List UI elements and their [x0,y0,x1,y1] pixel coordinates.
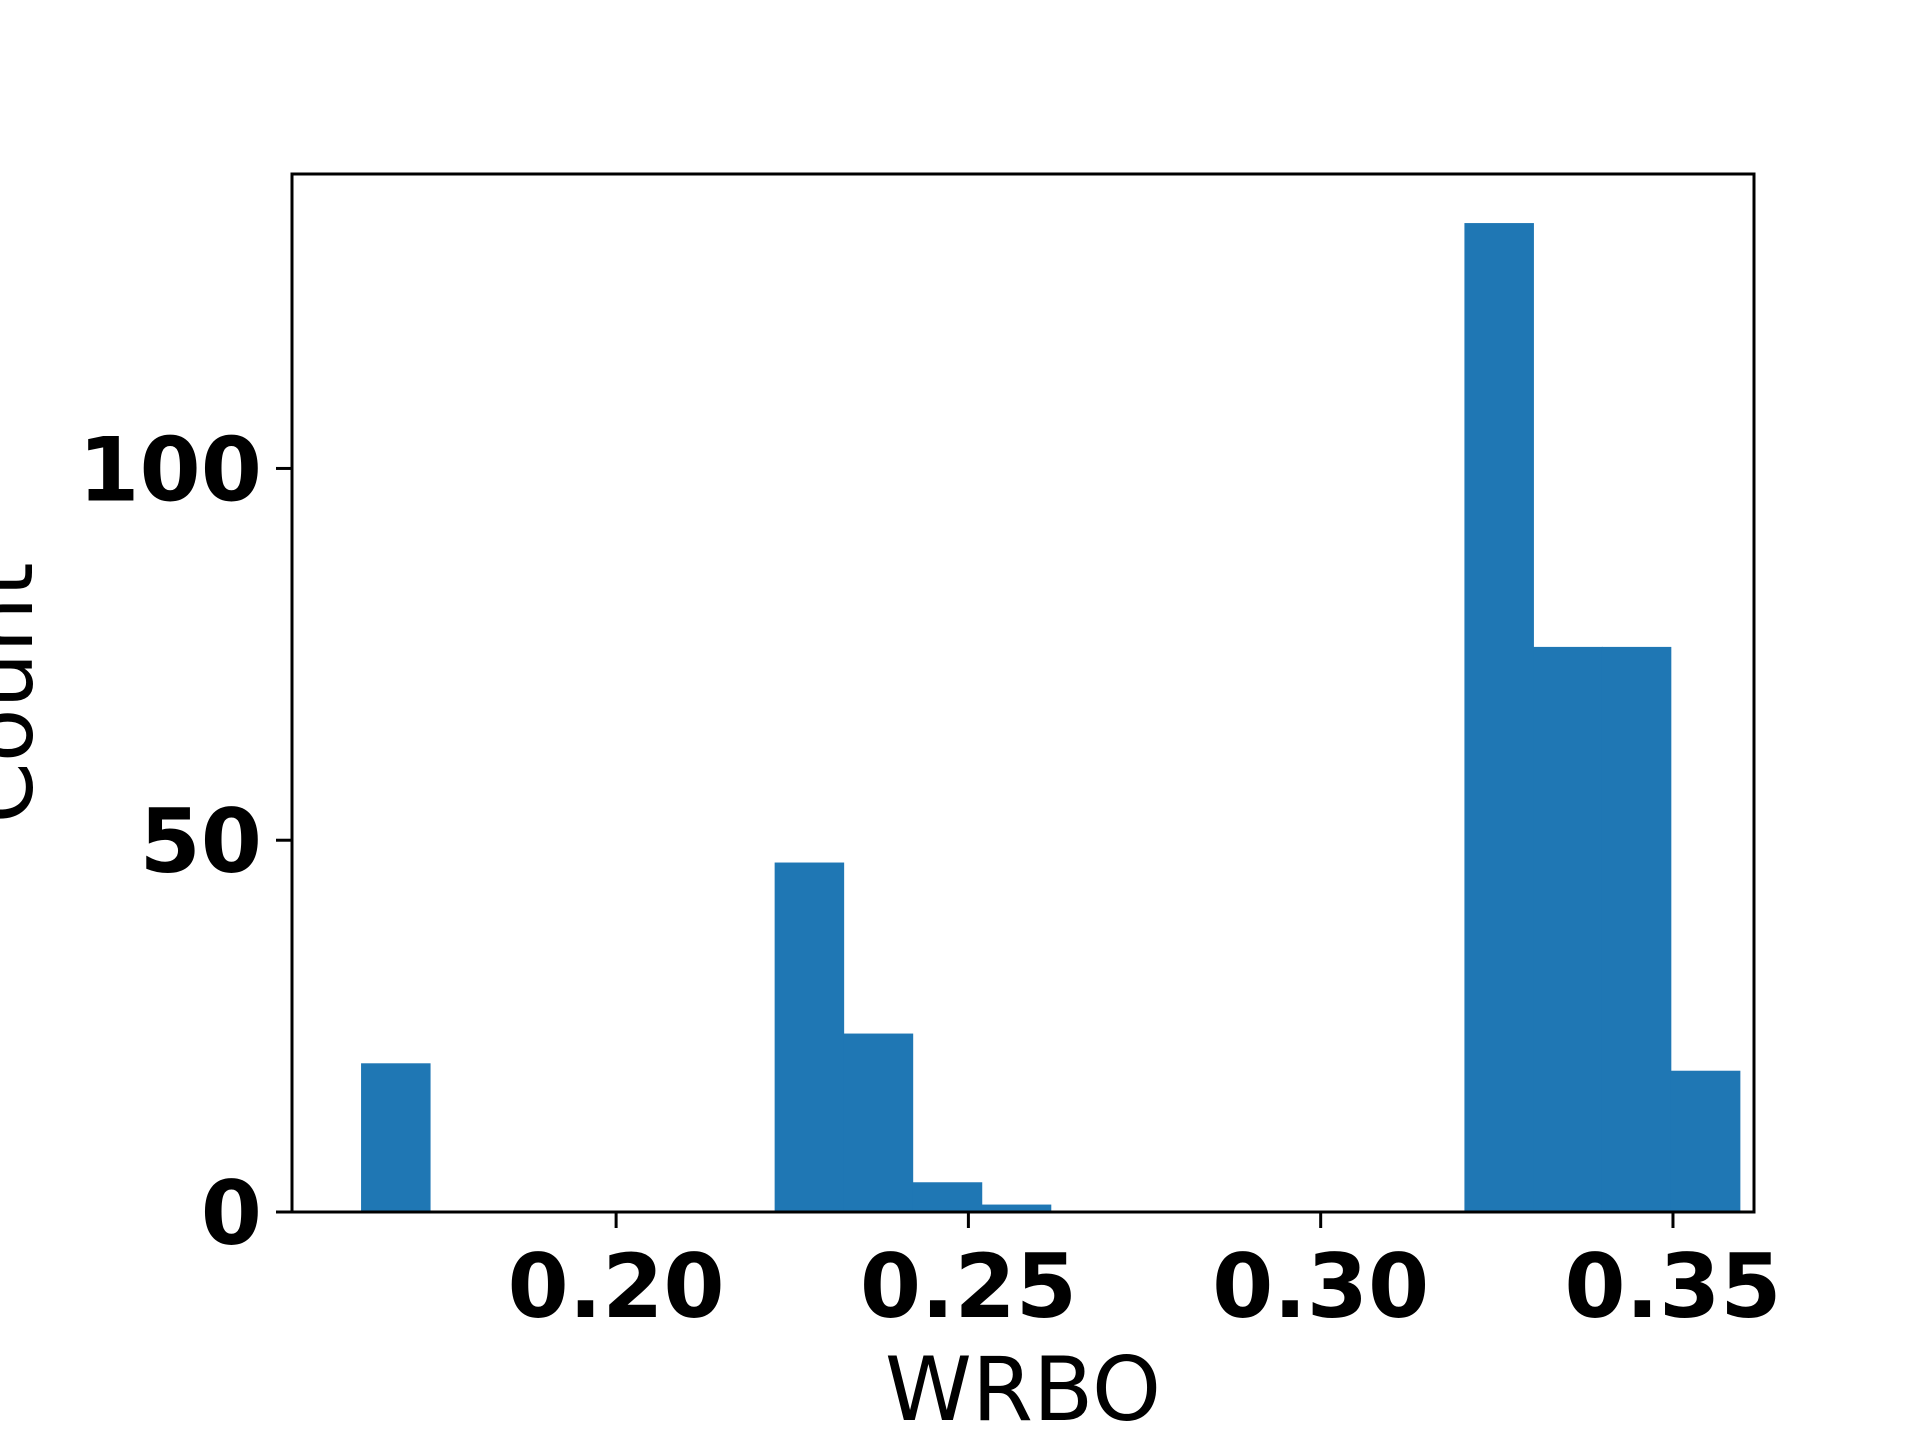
x-axis-ticks: 0.20 0.25 0.30 0.35 [508,1212,1782,1338]
histogram-bar [361,1063,431,1212]
y-tick-label: 50 [140,790,262,893]
histogram-bar [843,1033,914,1212]
histogram-bar [981,1204,1052,1212]
y-tick-label: 100 [78,418,262,521]
y-axis-label: Count [0,562,53,823]
x-tick-label: 0.35 [1564,1235,1781,1338]
bars-layer [361,223,1741,1212]
histogram-bar [1601,646,1672,1212]
histogram-bar [912,1182,983,1212]
y-tick-label: 0 [201,1162,262,1265]
x-tick-label: 0.30 [1212,1235,1429,1338]
histogram-bar [774,862,845,1212]
histogram-bar [1464,223,1534,1212]
x-axis-label: WRBO [885,1338,1161,1440]
histogram-bar [1670,1070,1741,1212]
x-tick-label: 0.25 [860,1235,1077,1338]
histogram-bar [1533,646,1603,1212]
x-tick-label: 0.20 [508,1235,725,1338]
plot-frame [290,172,1756,1214]
y-axis-ticks: 0 50 100 [78,418,292,1265]
